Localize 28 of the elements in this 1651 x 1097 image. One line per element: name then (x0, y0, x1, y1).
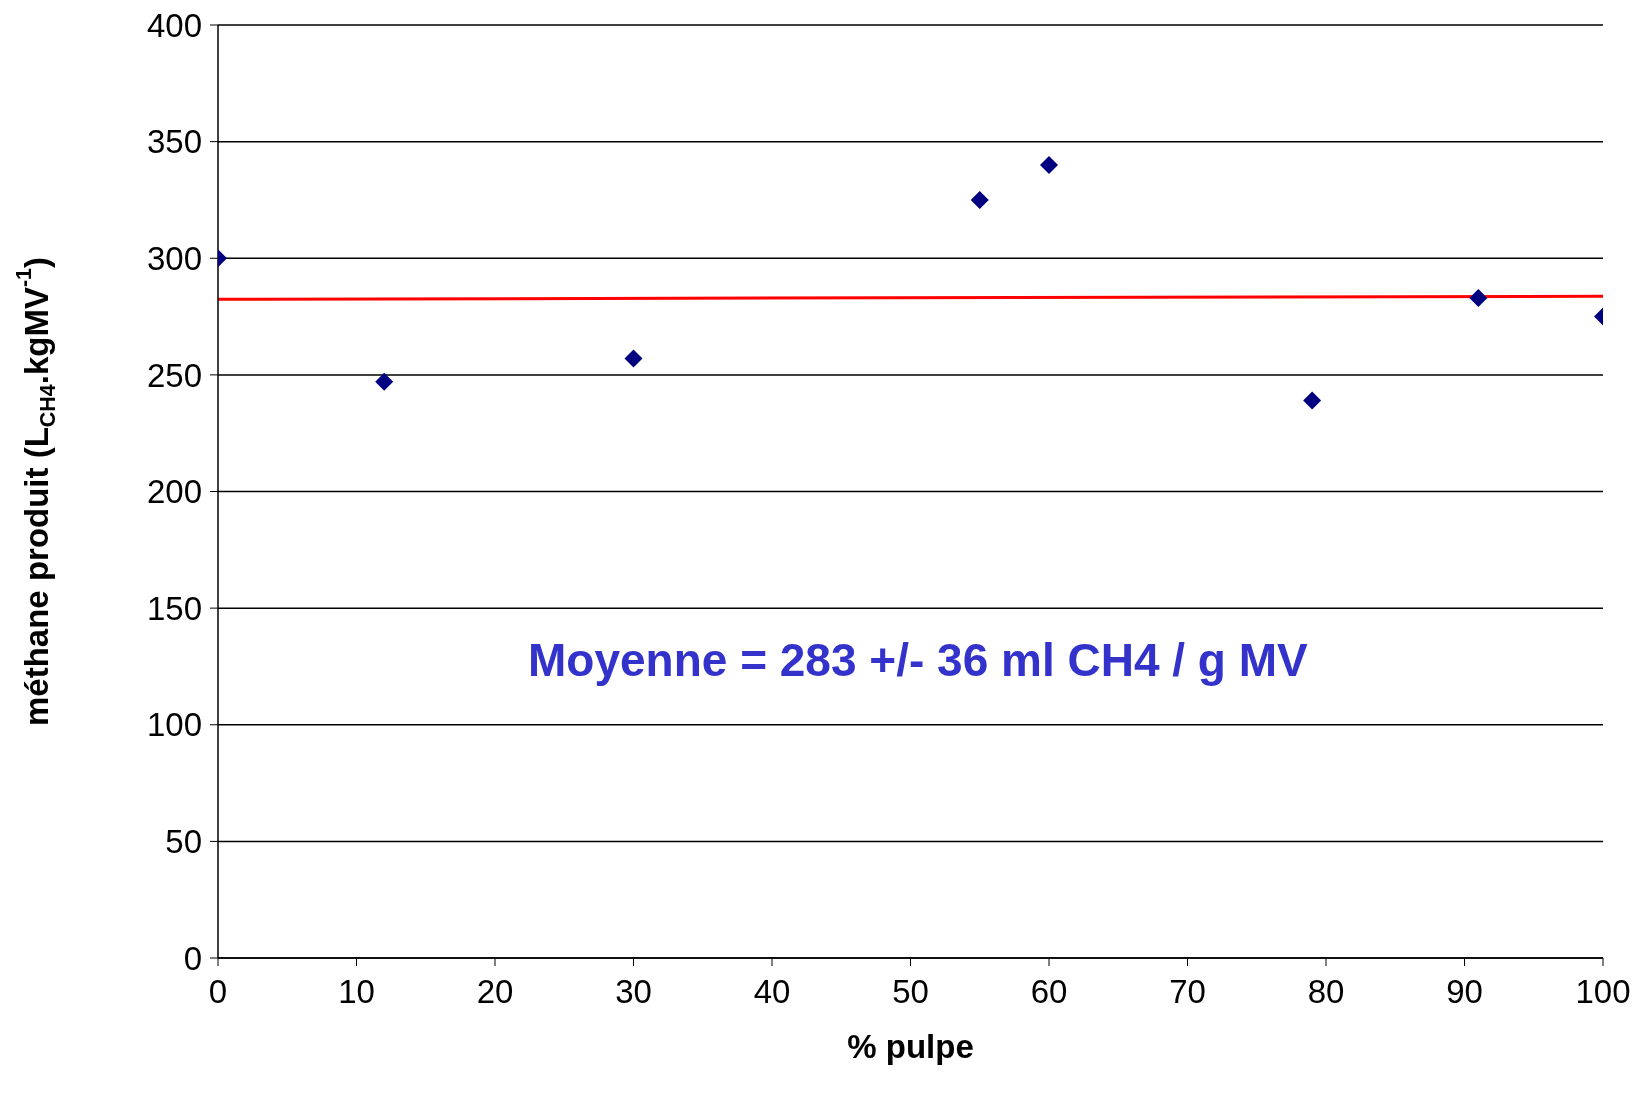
x-tick-label: 40 (753, 973, 791, 1011)
x-tick-label: 30 (615, 973, 652, 1011)
y-tick-label: 150 (146, 589, 202, 627)
y-tick-label: 250 (146, 356, 202, 394)
x-axis-title: % pulpe (847, 1028, 974, 1065)
point (970, 190, 989, 209)
x-tick-label: 100 (1575, 973, 1631, 1011)
y-tick-label: 100 (146, 706, 202, 744)
x-tick-label: 80 (1307, 973, 1345, 1011)
x-tick-label: 90 (1446, 973, 1483, 1011)
y-tick-label: 50 (165, 823, 202, 861)
y-tick-label: 300 (146, 239, 202, 277)
y-tick-label: 200 (146, 473, 202, 511)
x-tick-label: 20 (476, 973, 514, 1011)
x-tick-label: 60 (1030, 973, 1068, 1011)
point (1040, 155, 1058, 174)
point (1469, 288, 1488, 307)
y-tick-label: 0 (183, 939, 202, 977)
x-tick-label: 70 (1169, 973, 1206, 1011)
x-tick-label: 10 (338, 973, 375, 1011)
point (1303, 391, 1322, 410)
point (375, 372, 394, 391)
point (624, 349, 643, 368)
x-tick-label: 0 (208, 973, 228, 1011)
annotation: Moyenne = 283 +/- 36 ml CH4 / g MV (528, 633, 1308, 687)
y-tick-label: 350 (146, 123, 202, 161)
y-tick-label: 400 (146, 6, 202, 44)
x-tick-label: 50 (892, 973, 929, 1011)
